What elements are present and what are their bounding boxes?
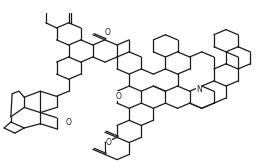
- Text: O: O: [106, 138, 112, 147]
- Text: O: O: [105, 28, 111, 37]
- Text: N: N: [196, 85, 202, 94]
- Text: O: O: [66, 118, 72, 127]
- Text: O: O: [115, 92, 121, 101]
